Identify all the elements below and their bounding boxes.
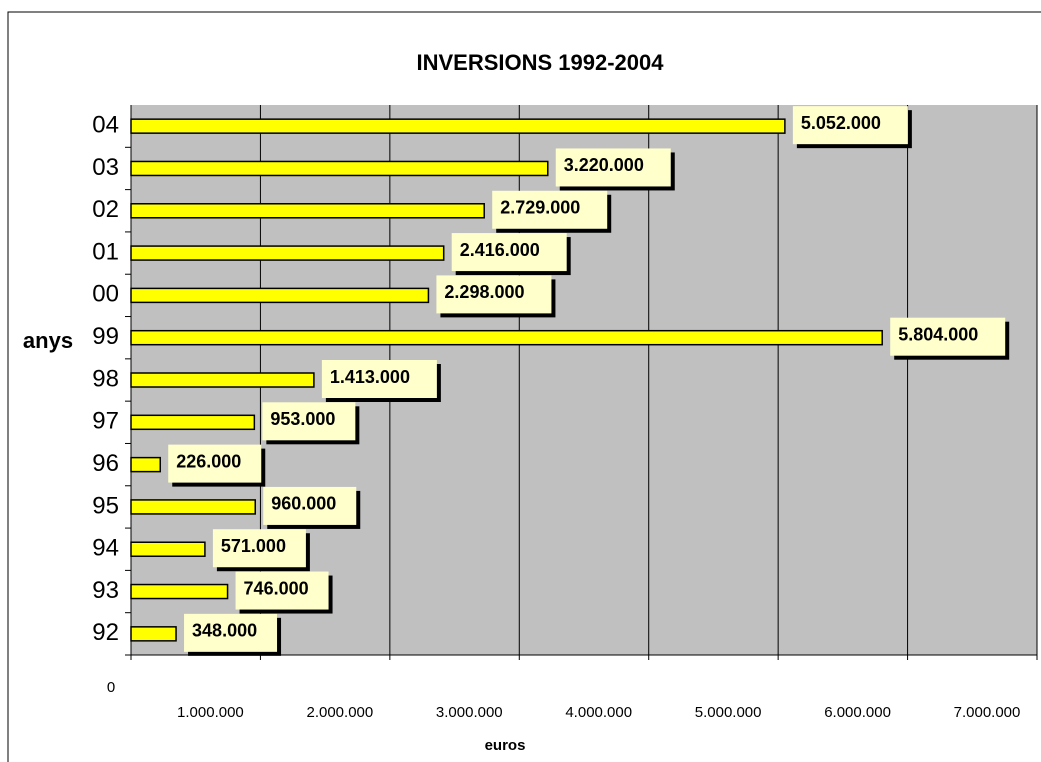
label-box: [321, 360, 437, 398]
chart-title: INVERSIONS 1992-2004: [416, 50, 664, 75]
x-tick-label: 0: [107, 679, 115, 696]
y-tick-label: 92: [92, 619, 119, 646]
y-tick-label: 04: [92, 111, 119, 138]
bar: [130, 118, 786, 134]
label-box: [555, 148, 671, 187]
y-tick-label: 94: [92, 535, 119, 562]
y-tick-label: 99: [92, 323, 119, 350]
bar: [130, 414, 256, 431]
y-tick-label: 97: [92, 408, 119, 435]
y-tick-label: 93: [92, 577, 119, 604]
y-tick-label: 96: [92, 450, 119, 477]
bar: [130, 499, 257, 515]
data-label: 746.000: [244, 578, 309, 598]
y-tick-label: 00: [92, 281, 119, 308]
bar: [130, 287, 430, 304]
data-label: 226.000: [176, 451, 241, 471]
data-label: 3.220.000: [564, 155, 644, 175]
bar: [130, 329, 883, 346]
y-tick-label: 03: [92, 154, 119, 181]
data-label: 348.000: [192, 621, 257, 641]
bar: [130, 541, 206, 557]
x-tick-label: 6.000.000: [824, 704, 891, 721]
data-label: 2.416.000: [460, 240, 540, 260]
data-label: 960.000: [271, 494, 336, 514]
bar: [130, 583, 229, 600]
x-tick-label: 4.000.000: [565, 704, 632, 721]
data-label: 5.804.000: [898, 324, 978, 344]
label-box: [451, 233, 567, 272]
x-tick-label: 5.000.000: [695, 704, 762, 721]
y-tick-label: 98: [92, 365, 119, 392]
label-box: [890, 317, 1006, 356]
label-box: [492, 190, 608, 229]
data-label: 2.729.000: [500, 198, 580, 218]
x-tick-label: 2.000.000: [306, 704, 373, 721]
label-box: [436, 275, 552, 314]
x-axis-label: euros: [485, 737, 526, 754]
data-label: 571.000: [221, 536, 286, 556]
label-box: [184, 613, 278, 652]
y-tick-label: 01: [92, 238, 119, 265]
bar: [130, 626, 177, 642]
label-box: [262, 402, 356, 441]
y-tick-label: 02: [92, 196, 119, 223]
label-box: [212, 529, 306, 568]
x-tick-label: 7.000.000: [954, 704, 1021, 721]
y-axis-label: anys: [23, 328, 73, 353]
data-label: 5.052.000: [801, 113, 881, 133]
data-label: 1.413.000: [330, 367, 410, 387]
x-tick-label: 3.000.000: [436, 704, 503, 721]
y-tick-label: 95: [92, 492, 119, 519]
label-box: [263, 486, 357, 525]
label-box: [168, 444, 262, 483]
bar: [130, 372, 315, 388]
x-tick-label: 1.000.000: [177, 704, 244, 721]
label-box: [235, 571, 329, 610]
label-box: [792, 106, 908, 145]
bar: [130, 456, 162, 473]
data-label: 953.000: [270, 409, 335, 429]
data-label: 2.298.000: [444, 282, 524, 302]
bar: [130, 245, 445, 261]
bar: [130, 203, 485, 219]
bar: [130, 160, 549, 177]
